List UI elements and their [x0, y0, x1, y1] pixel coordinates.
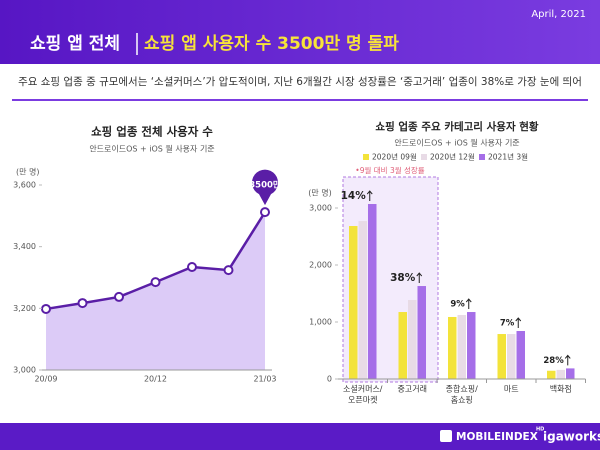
header-band [0, 0, 600, 64]
x-tick-label: 백화점 [550, 384, 572, 394]
bar [507, 334, 516, 379]
growth-label: 9% [450, 300, 465, 310]
x-tick-label: 20/12 [144, 375, 167, 384]
x-tick-label: 마트 [504, 385, 519, 394]
footer-company: igaworks [543, 430, 600, 444]
y-tick-label: 3,000 [13, 366, 36, 375]
growth-arrow [564, 354, 571, 366]
bar [368, 204, 377, 379]
point [41, 303, 51, 314]
chart-subtitle: 안드로이드OS + iOS 월 사용자 기준 [394, 138, 519, 148]
y-tick-label: 0 [327, 375, 332, 384]
highlight-label: •9월 대비 3월 성장률 [355, 165, 425, 175]
legend-label: 2020년 12월 [430, 152, 475, 162]
chart-subtitle: 안드로이드OS + iOS 월 사용자 기준 [89, 144, 214, 154]
legend-swatch [363, 154, 369, 160]
title-right: 쇼핑 앱 사용자 수 3500만 명 돌파 [144, 33, 399, 54]
point [77, 298, 88, 309]
growth-label: 14% [341, 190, 367, 202]
bar [349, 226, 358, 379]
bar [547, 370, 556, 379]
callout-pin [252, 169, 278, 206]
bar [398, 312, 407, 379]
growth-arrow [366, 190, 373, 202]
growth-arrow [515, 317, 522, 329]
legend-label: 2020년 09월 [372, 152, 417, 162]
bar [417, 286, 426, 379]
x-tick-label: 20/09 [34, 375, 57, 384]
bar [467, 312, 476, 379]
bar [408, 299, 417, 379]
x-tick-label: 21/03 [253, 375, 276, 384]
footer-logo-icon [440, 430, 452, 442]
bar [556, 369, 565, 379]
point [223, 265, 234, 276]
growth-label: 38% [390, 272, 416, 284]
area [46, 212, 265, 370]
legend-swatch [479, 154, 485, 160]
growth-arrow [416, 272, 423, 284]
chart-title: 쇼핑 업종 주요 카테고리 사용자 현황 [375, 120, 539, 133]
x-tick-label: 홈쇼핑 [451, 395, 473, 405]
bar [497, 334, 506, 379]
chart-title: 쇼핑 업종 전체 사용자 수 [91, 125, 213, 139]
growth-arrow [465, 298, 472, 310]
y-unit: (만 명) [16, 167, 40, 177]
x-tick-label: 오픈마켓 [348, 395, 377, 405]
legend-label: 2021년 3월 [488, 152, 528, 162]
point [187, 262, 197, 273]
growth-label: 28% [543, 356, 564, 366]
date: April, 2021 [531, 9, 586, 20]
x-tick-label: 종합쇼핑/ [446, 384, 478, 394]
legend-swatch [421, 154, 427, 160]
bar [566, 368, 575, 379]
title-left: 쇼핑 앱 전체 [30, 33, 120, 54]
y-tick-label: 3,200 [13, 304, 36, 313]
bar [358, 221, 367, 379]
y-tick-label: 3,400 [13, 242, 36, 251]
point [150, 277, 161, 288]
footer-band [0, 423, 600, 450]
bar [448, 316, 457, 379]
subtitle: 주요 쇼핑 업종 중 규모에서는 ‘소셜커머스’가 압도적이며, 지난 6개월간… [18, 75, 582, 88]
y-tick-label: 3,000 [309, 204, 332, 213]
growth-label: 7% [500, 319, 515, 329]
y-tick-label: 1,000 [309, 318, 332, 327]
x-tick-label: 소셜커머스/ [343, 385, 383, 394]
callout-label: 3500만 [249, 180, 281, 191]
x-tick-label: 중고거래 [398, 385, 427, 394]
point [114, 291, 124, 302]
bar [457, 314, 466, 379]
footer-badge: HD [536, 427, 544, 433]
y-tick-label: 3,600 [13, 181, 36, 190]
bar [516, 331, 525, 379]
footer-brand: MOBILEINDEX [456, 431, 538, 443]
y-unit: (만 명) [308, 188, 332, 198]
y-tick-label: 2,000 [309, 261, 332, 270]
point [260, 207, 270, 218]
